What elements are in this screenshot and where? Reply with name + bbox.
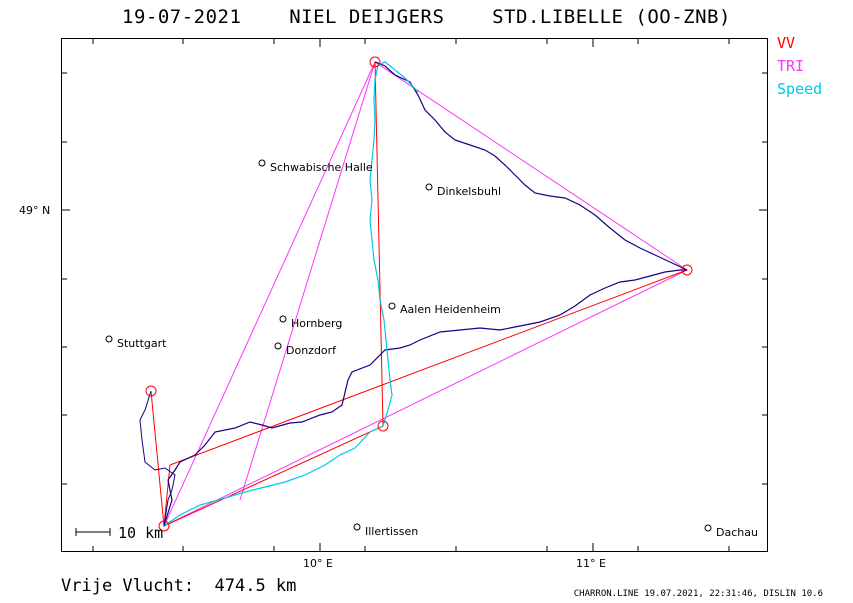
scale-bar xyxy=(75,528,111,536)
turnpoint-west xyxy=(145,385,157,397)
place-label-hornberg: Hornberg xyxy=(291,317,343,330)
footer-info: CHARRON.LINE 19.07.2021, 22:31:46, DISLI… xyxy=(573,589,823,599)
vv-route xyxy=(150,61,688,527)
place-label-illertissen: Illertissen xyxy=(365,525,419,538)
place-label-donzdorf: Donzdorf xyxy=(286,344,337,357)
legend-speed: Speed xyxy=(777,80,823,98)
frame-ticks xyxy=(61,38,768,552)
start-track xyxy=(139,390,176,527)
map-title: 19-07-2021 NIEL DEIJGERS STD.LIBELLE (OO… xyxy=(122,6,731,28)
place-label-dinkelsbuhl: Dinkelsbuhl xyxy=(437,185,502,198)
scale-label: 10 km xyxy=(118,524,164,542)
place-label-aalen-heidenheim: Aalen Heidenheim xyxy=(400,303,501,316)
legend-tri: TRI xyxy=(777,57,805,75)
flight-track xyxy=(163,61,688,527)
lat-label-49n: 49° N xyxy=(19,204,51,217)
lon-label-10e: 10° E xyxy=(303,557,333,570)
turnpoint-east xyxy=(681,264,693,276)
turnpoint-north xyxy=(369,56,381,68)
place-label-dachau: Dachau xyxy=(716,526,758,539)
speed-track xyxy=(163,61,419,527)
turnpoint-south xyxy=(158,520,170,532)
lon-label-11e: 11° E xyxy=(576,557,606,570)
turnpoints xyxy=(145,56,693,532)
legend-vv: VV xyxy=(777,34,796,52)
tri-route xyxy=(162,61,689,528)
place-markers xyxy=(105,159,712,532)
free-flight-distance: Vrije Vlucht: 474.5 km xyxy=(61,576,297,596)
place-label-schwabische-halle: Schwabische Halle xyxy=(270,161,373,174)
place-label-stuttgart: Stuttgart xyxy=(117,337,167,350)
turnpoint-center xyxy=(377,420,389,432)
map-frame xyxy=(61,38,768,552)
